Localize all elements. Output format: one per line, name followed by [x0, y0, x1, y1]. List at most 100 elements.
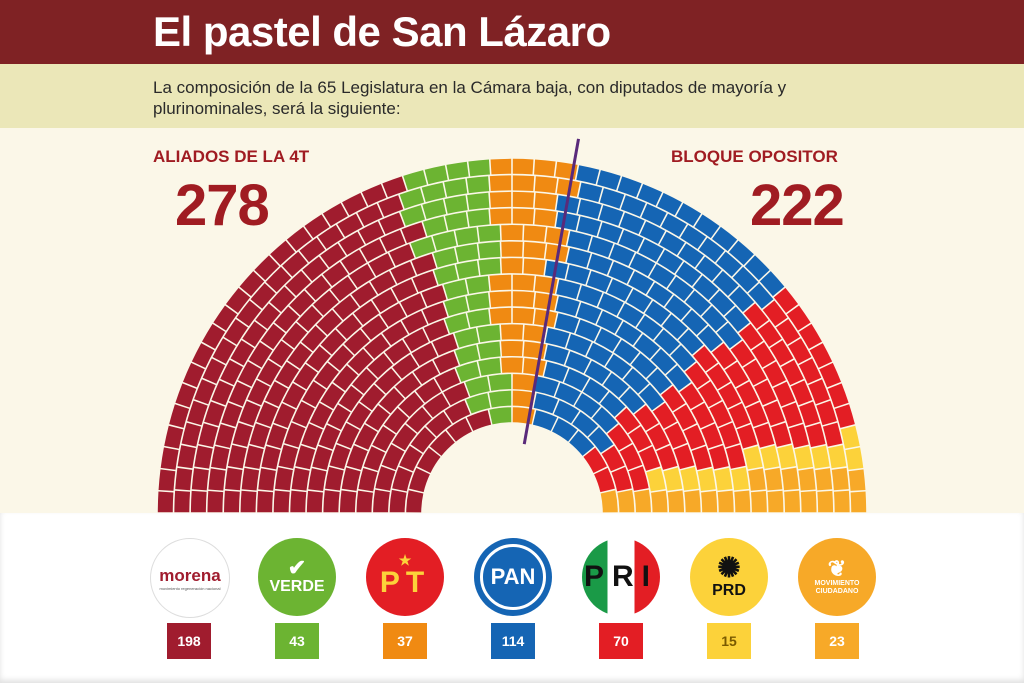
seat — [409, 467, 430, 493]
seat — [338, 385, 363, 412]
seat — [489, 191, 512, 208]
seat — [204, 401, 225, 427]
seat — [574, 393, 601, 418]
seat — [748, 283, 774, 309]
seat — [545, 327, 570, 348]
seat — [762, 300, 788, 327]
seat — [781, 402, 803, 427]
seat — [512, 307, 535, 324]
seat — [582, 378, 609, 403]
seat — [673, 404, 697, 430]
seat — [301, 325, 327, 352]
seat — [289, 290, 315, 316]
seat — [831, 467, 849, 491]
seat — [769, 340, 794, 366]
seat — [501, 225, 523, 241]
seat — [620, 195, 646, 217]
seat — [379, 212, 405, 235]
seat — [291, 467, 310, 491]
seat — [250, 283, 276, 309]
seat — [445, 212, 469, 231]
seat — [347, 348, 374, 375]
seat — [381, 444, 405, 470]
seat — [754, 379, 777, 406]
seat — [594, 467, 615, 493]
seat — [422, 199, 447, 220]
seat — [322, 261, 349, 287]
seat — [680, 466, 699, 491]
seat — [569, 430, 595, 456]
seat — [356, 490, 373, 513]
seat — [392, 424, 417, 451]
seat — [619, 212, 645, 235]
seat — [728, 240, 754, 266]
seat — [333, 365, 358, 391]
seat — [432, 333, 458, 356]
seat — [840, 425, 860, 449]
seat — [295, 445, 316, 470]
seat — [691, 402, 715, 429]
seat — [392, 466, 413, 492]
seat — [360, 238, 386, 262]
seat — [361, 315, 388, 340]
seat — [398, 391, 424, 417]
seat — [805, 423, 826, 448]
seat — [828, 445, 847, 469]
seat — [714, 467, 733, 491]
seat — [754, 423, 775, 448]
seat — [743, 359, 767, 386]
verde-count: 43 — [289, 633, 305, 649]
seat — [698, 381, 722, 408]
seat — [466, 275, 490, 294]
seat — [305, 275, 331, 301]
pan-logo-text: PAN — [490, 564, 536, 589]
seat — [577, 285, 603, 307]
seat — [478, 241, 501, 259]
seat — [417, 447, 441, 473]
seat — [555, 296, 580, 317]
seat — [646, 368, 672, 394]
seat — [365, 405, 390, 431]
seat — [257, 490, 274, 513]
pan-logo: PAN — [474, 538, 552, 616]
seat — [685, 362, 710, 389]
seat — [211, 380, 234, 406]
seat — [211, 446, 230, 470]
seat — [659, 231, 685, 256]
seat — [619, 387, 645, 414]
seat — [372, 288, 398, 313]
seat — [781, 467, 799, 491]
seat — [725, 444, 746, 469]
seat — [626, 288, 652, 313]
seat — [316, 309, 343, 336]
prd-count: 15 — [721, 633, 737, 649]
seat — [370, 271, 396, 295]
seat — [341, 249, 367, 274]
seat — [327, 404, 351, 430]
seat — [221, 402, 243, 427]
seat — [716, 251, 742, 277]
seat — [598, 293, 624, 316]
seat — [201, 323, 226, 349]
seat — [375, 466, 396, 491]
seat — [748, 468, 766, 491]
prd-logo-text: PRD — [712, 582, 746, 599]
seat — [454, 327, 479, 348]
seat — [618, 229, 644, 252]
seat — [543, 361, 569, 382]
seat — [426, 411, 452, 437]
seat — [194, 445, 213, 469]
seat — [501, 340, 523, 357]
seat — [489, 175, 512, 192]
seat — [698, 237, 725, 263]
seat — [731, 467, 750, 491]
seat — [718, 382, 742, 409]
seat — [678, 243, 704, 268]
seat — [344, 329, 370, 355]
seat — [575, 319, 601, 342]
seat — [477, 341, 501, 360]
seat — [367, 353, 393, 379]
seat — [678, 329, 704, 355]
seat — [523, 225, 546, 242]
seat — [287, 343, 313, 369]
